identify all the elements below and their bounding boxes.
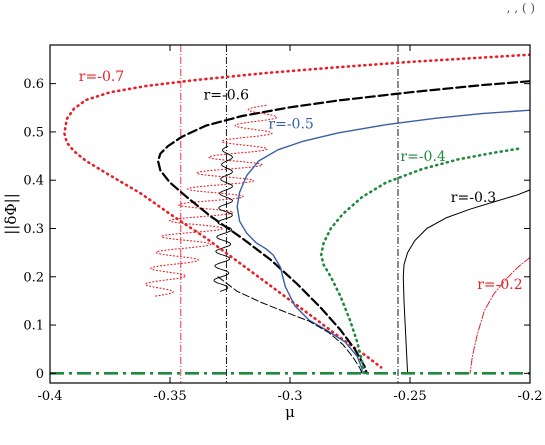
series-unlabeled-6-curve [217,276,363,374]
x-axis-title: μ [285,403,295,421]
series-r06-curve [156,80,530,375]
y-tick-label: 0.1 [23,319,44,334]
oscillation-bundle-0 [144,104,278,297]
series-r07-curve [63,53,530,369]
series-r04-curve [319,147,520,375]
series-r02-curve [469,257,530,374]
y-tick-label: 0.6 [23,77,44,92]
series-label: r=-0.3 [451,190,496,206]
y-tick-label: 0.4 [23,174,44,189]
series-label: r=-0.2 [477,277,522,293]
y-tick-label: 0 [36,367,44,382]
y-axis-title: ||δΦ|| [2,193,20,235]
x-tick-label: -0.35 [153,389,186,404]
y-tick-label: 0.3 [23,222,44,237]
x-tick-label: -0.2 [517,389,542,404]
series-r05-curve [236,109,530,374]
oscillation-bundle-1 [213,145,233,292]
y-tick-label: 0.5 [23,125,44,140]
series-label: r=-0.7 [79,69,124,85]
y-tick-label: 0.2 [23,270,44,285]
x-tick-label: -0.25 [393,389,426,404]
series-label: r=-0.6 [204,88,250,104]
series-r03-curve [402,189,530,374]
series-label: r=-0.4 [400,149,446,165]
x-tick-label: -0.4 [37,389,62,404]
series-label: r=-0.5 [268,117,313,133]
corner-text: , , ( ) [507,1,535,15]
x-tick-label: -0.3 [277,389,302,404]
